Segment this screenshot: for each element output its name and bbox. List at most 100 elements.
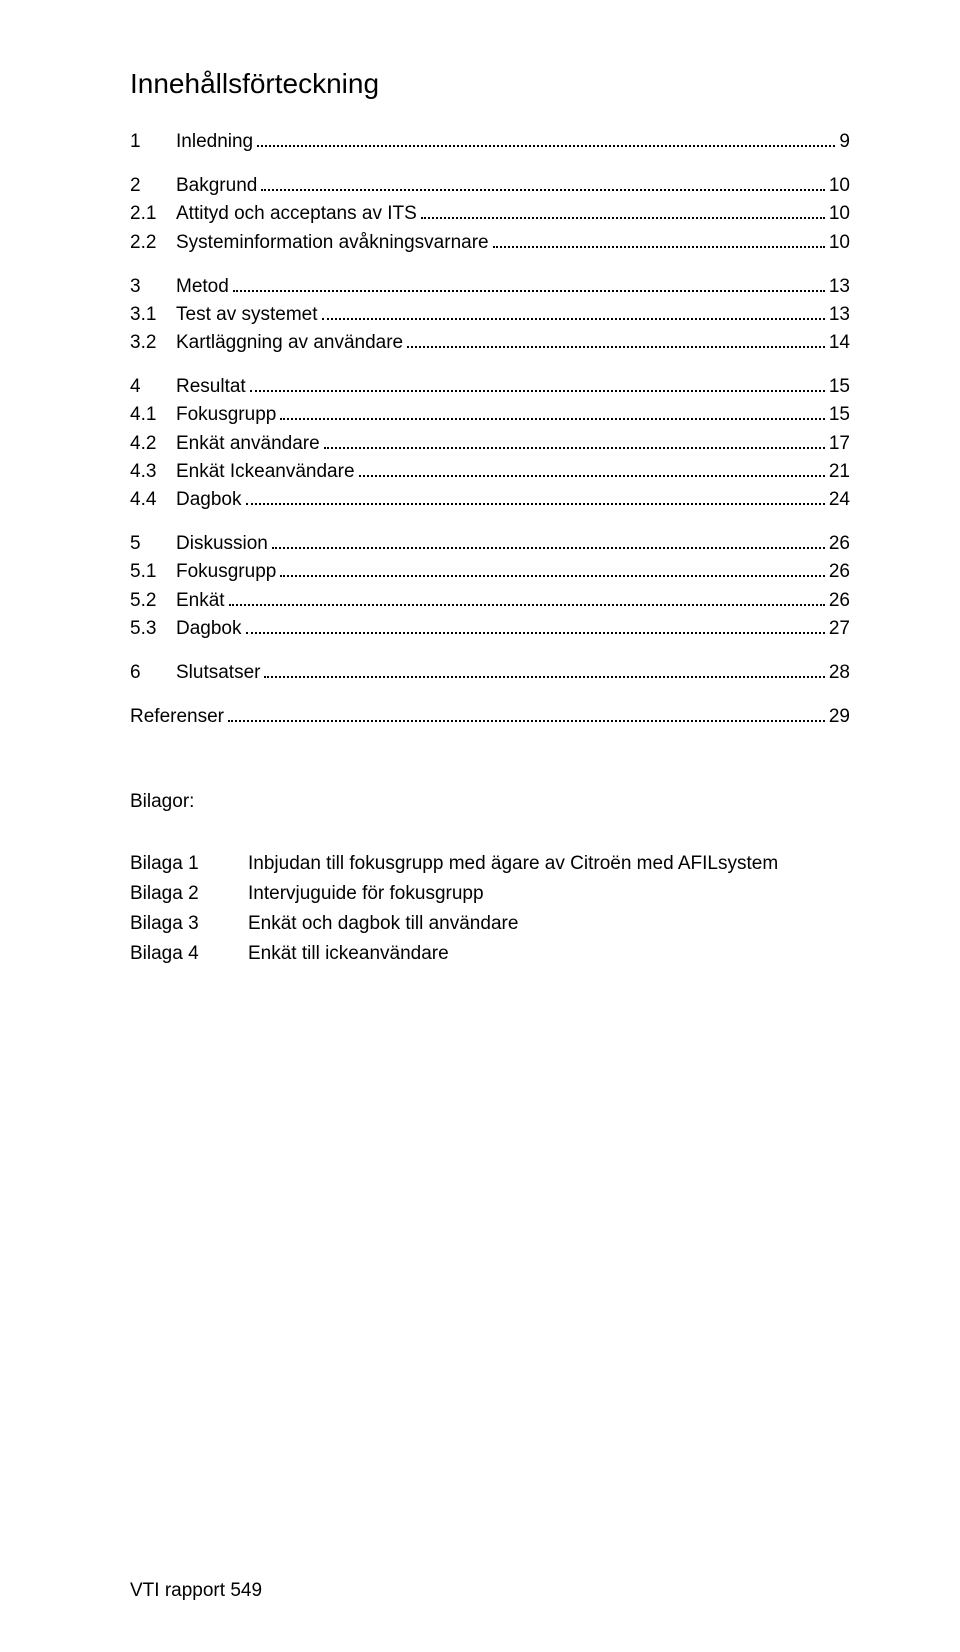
- toc-entry-label: Inledning: [176, 129, 253, 154]
- toc-entry-page: 24: [829, 487, 850, 512]
- toc-entry: 5.3Dagbok27: [130, 615, 850, 641]
- toc-entry-page: 26: [829, 559, 850, 584]
- toc-entry-number: 6: [130, 660, 176, 685]
- toc-dot-leader: [272, 530, 825, 549]
- toc-dot-leader: [233, 273, 825, 292]
- toc-entry-label: Kartläggning av användare: [176, 330, 403, 355]
- toc-dot-leader: [229, 586, 825, 605]
- toc-entry-page: 28: [829, 660, 850, 685]
- toc-entry-page: 10: [829, 173, 850, 198]
- toc-entry-page: 27: [829, 616, 850, 641]
- toc-entry: 4.4Dagbok24: [130, 486, 850, 512]
- attachment-key: Bilaga 4: [130, 943, 248, 965]
- toc-entry-number: 3.2: [130, 330, 176, 355]
- toc-dot-leader: [261, 172, 825, 191]
- toc-dot-leader: [228, 703, 825, 722]
- attachment-row: Bilaga 3Enkät och dagbok till användare: [130, 913, 850, 935]
- toc-entry-page: 26: [829, 588, 850, 613]
- toc-entry: 1Inledning 9: [130, 128, 850, 154]
- toc-entry-label: Fokusgrupp: [176, 559, 276, 584]
- toc-entry-label: Enkät användare: [176, 431, 320, 456]
- toc-entry: 2.1Attityd och acceptans av ITS 10: [130, 200, 850, 226]
- toc-entry-number: 4.3: [130, 459, 176, 484]
- toc-spacer: [130, 514, 850, 528]
- toc-entry-number: 4.1: [130, 402, 176, 427]
- toc-entry-page: 10: [829, 201, 850, 226]
- toc-entry-label: Diskussion: [176, 531, 268, 556]
- toc-entry-page: 26: [829, 531, 850, 556]
- toc-entry: 3Metod13: [130, 273, 850, 299]
- toc-spacer: [130, 257, 850, 271]
- toc-dot-leader: [246, 486, 825, 505]
- toc-entry: 2.2Systeminformation avåkningsvarnare10: [130, 229, 850, 255]
- toc-entry-label: Test av systemet: [176, 302, 318, 327]
- toc-entry-label: Enkät Ickeanvändare: [176, 459, 355, 484]
- toc-dot-leader: [493, 229, 825, 248]
- toc-entry-page: 15: [829, 402, 850, 427]
- toc-dot-leader: [246, 615, 825, 634]
- toc-entry-label: Dagbok: [176, 616, 242, 641]
- toc-entry: 5.1Fokusgrupp 26: [130, 558, 850, 584]
- toc-entry-label: Metod: [176, 274, 229, 299]
- toc-entry-number: 4.4: [130, 487, 176, 512]
- toc-entry-page: 9: [839, 129, 850, 154]
- toc-entry-number: 5.1: [130, 559, 176, 584]
- toc-dot-leader: [324, 430, 825, 449]
- toc-entry-label: Fokusgrupp: [176, 402, 276, 427]
- toc-entry: 6Slutsatser 28: [130, 659, 850, 685]
- toc-entry-label: Resultat: [176, 374, 246, 399]
- toc-spacer: [130, 687, 850, 701]
- toc-spacer: [130, 643, 850, 657]
- toc-entry: 3.1Test av systemet13: [130, 301, 850, 327]
- toc-entry-number: 1: [130, 129, 176, 154]
- toc-dot-leader: [250, 373, 825, 392]
- toc-entry-page: 13: [829, 274, 850, 299]
- toc-entry-page: 14: [829, 330, 850, 355]
- toc-entry-page: 13: [829, 302, 850, 327]
- toc-entry-number: 5: [130, 531, 176, 556]
- toc-dot-leader: [280, 401, 825, 420]
- toc-entry-label: Bakgrund: [176, 173, 257, 198]
- toc-entry-page: 21: [829, 459, 850, 484]
- attachment-row: Bilaga 4Enkät till ickeanvändare: [130, 943, 850, 965]
- toc-spacer: [130, 156, 850, 170]
- toc-entry-label: Attityd och acceptans av ITS: [176, 201, 417, 226]
- toc-entry-label: Referenser: [130, 704, 224, 729]
- attachment-value: Intervjuguide för fokusgrupp: [248, 883, 850, 905]
- toc-entry-label: Slutsatser: [176, 660, 260, 685]
- attachment-value: Enkät och dagbok till användare: [248, 913, 850, 935]
- attachments-list: Bilaga 1Inbjudan till fokusgrupp med äga…: [130, 853, 850, 965]
- toc-entry: 5Diskussion 26: [130, 530, 850, 556]
- attachment-key: Bilaga 1: [130, 853, 248, 875]
- toc-entry: 4.1Fokusgrupp 15: [130, 401, 850, 427]
- toc-dot-leader: [421, 200, 825, 219]
- toc-entry-page: 15: [829, 374, 850, 399]
- toc-entry-number: 2: [130, 173, 176, 198]
- toc-entry: 5.2Enkät 26: [130, 586, 850, 612]
- attachment-value: Enkät till ickeanvändare: [248, 943, 850, 965]
- toc-dot-leader: [359, 458, 825, 477]
- attachment-row: Bilaga 2Intervjuguide för fokusgrupp: [130, 883, 850, 905]
- toc-dot-leader: [257, 128, 835, 147]
- toc-entry: Referenser 29: [130, 703, 850, 729]
- toc-dot-leader: [322, 301, 825, 320]
- toc-entry: 4.2Enkät användare 17: [130, 430, 850, 456]
- toc-entry-label: Systeminformation avåkningsvarnare: [176, 230, 489, 255]
- footer-report-id: VTI rapport 549: [130, 1580, 262, 1602]
- toc-entry-label: Enkät: [176, 588, 225, 613]
- toc-entry-number: 5.2: [130, 588, 176, 613]
- toc-dot-leader: [280, 558, 825, 577]
- toc-spacer: [130, 357, 850, 371]
- toc-title: Innehållsförteckning: [130, 68, 850, 100]
- toc-entry-number: 4.2: [130, 431, 176, 456]
- toc-entry-number: 4: [130, 374, 176, 399]
- toc-dot-leader: [407, 329, 825, 348]
- attachment-key: Bilaga 2: [130, 883, 248, 905]
- attachment-row: Bilaga 1Inbjudan till fokusgrupp med äga…: [130, 853, 850, 875]
- toc-entry: 4Resultat 15: [130, 373, 850, 399]
- toc-entry-page: 17: [829, 431, 850, 456]
- toc-entry-number: 2.1: [130, 201, 176, 226]
- page: Innehållsförteckning 1Inledning 9 2Bakgrun…: [0, 0, 960, 1652]
- attachment-key: Bilaga 3: [130, 913, 248, 935]
- toc-entry-page: 29: [829, 704, 850, 729]
